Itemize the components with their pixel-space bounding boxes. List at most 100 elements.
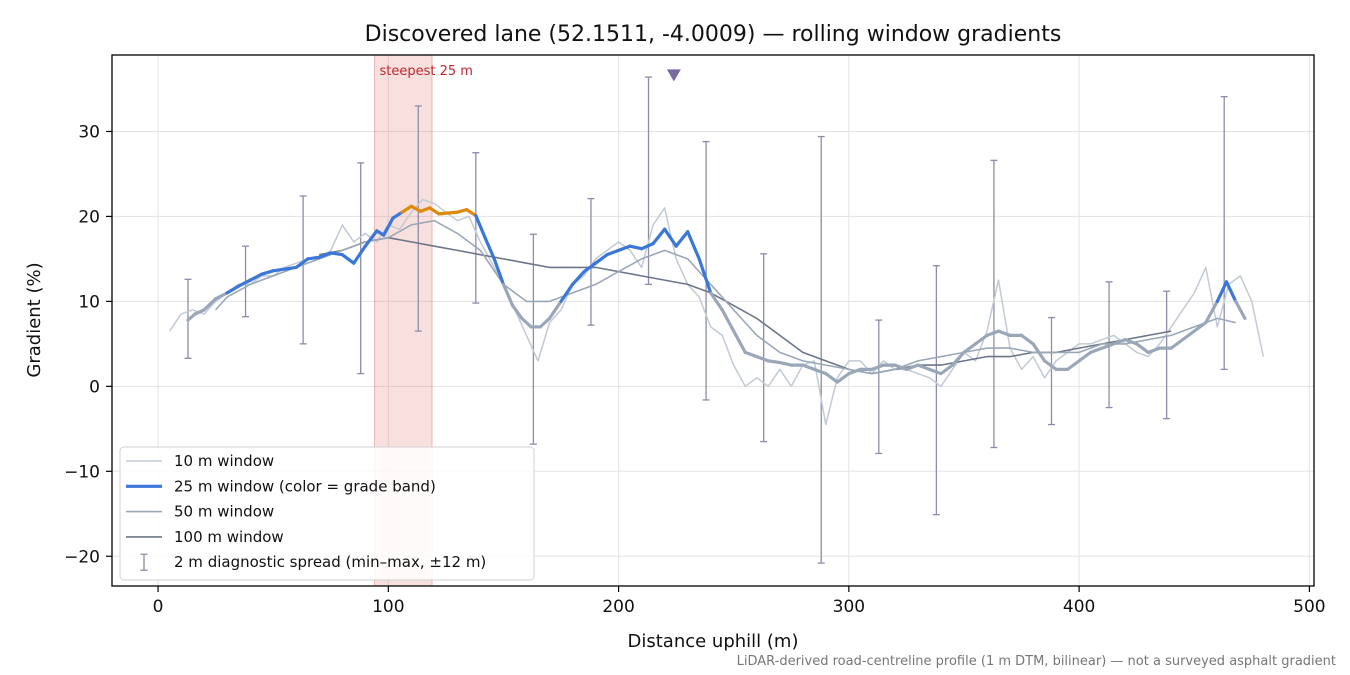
series-segment-w25 bbox=[382, 216, 395, 237]
series-segment-w25 bbox=[766, 359, 782, 365]
series-segment-w25 bbox=[352, 244, 367, 265]
series-segment-w25 bbox=[1112, 338, 1127, 346]
series-segment-w25 bbox=[329, 251, 344, 257]
series-segment-w25 bbox=[1077, 350, 1093, 363]
series-segment-w25 bbox=[801, 363, 816, 371]
series-segment-w25 bbox=[605, 248, 621, 257]
x-tick-label: 100 bbox=[372, 597, 404, 617]
series-segment-w25 bbox=[812, 367, 828, 376]
series-segment-w25 bbox=[409, 204, 423, 213]
series-segment-w25 bbox=[1192, 321, 1208, 333]
series-segment-w25 bbox=[391, 210, 404, 220]
y-tick-label: −10 bbox=[64, 462, 100, 482]
footnote: LiDAR-derived road-centreline profile (1… bbox=[737, 654, 1336, 669]
series-segment-w25 bbox=[1224, 280, 1238, 303]
series-segment-w25 bbox=[559, 282, 575, 303]
series-segment-w25 bbox=[202, 297, 218, 312]
axis-ticks: 0 100 200 300 400 500 −20 −10 0 10 20 30 bbox=[64, 122, 1326, 617]
series-segment-w25 bbox=[996, 329, 1012, 337]
series-segment-w25 bbox=[1146, 346, 1162, 354]
x-tick-label: 500 bbox=[1293, 597, 1325, 617]
series-segment-w25 bbox=[363, 229, 379, 248]
series-segment-w25 bbox=[428, 206, 441, 216]
series-segment-w25 bbox=[582, 261, 598, 274]
series-segment-w25 bbox=[538, 316, 552, 329]
series-segment-w25 bbox=[570, 270, 586, 286]
series-segment-w25 bbox=[474, 213, 487, 240]
legend-label: 2 m diagnostic spread (min–max, ±12 m) bbox=[174, 553, 486, 571]
series-segment-w25 bbox=[778, 360, 793, 367]
series-line-w10 bbox=[168, 198, 1265, 426]
series-segment-w25 bbox=[663, 227, 678, 248]
legend-label: 25 m window (color = grade band) bbox=[174, 477, 436, 495]
series-segment-w25 bbox=[709, 291, 724, 312]
series-segment-w25 bbox=[640, 242, 655, 251]
series-segment-w25 bbox=[193, 308, 206, 316]
series-segment-w25 bbox=[962, 342, 978, 354]
series-segment-w25 bbox=[1135, 342, 1150, 354]
legend-box bbox=[119, 446, 535, 581]
y-tick-label: 0 bbox=[89, 377, 100, 397]
y-tick-label: 10 bbox=[78, 292, 100, 312]
series-segment-w25 bbox=[1019, 333, 1035, 346]
series-segment-w25 bbox=[1066, 359, 1081, 371]
series-segment-w25 bbox=[720, 308, 736, 333]
series-segment-w25 bbox=[237, 278, 252, 288]
series-segment-w25 bbox=[939, 363, 955, 376]
series-segment-w25 bbox=[1089, 346, 1104, 354]
series-segment-w25 bbox=[1100, 342, 1116, 350]
series-segment-w25 bbox=[824, 372, 839, 384]
series-segment-w25 bbox=[306, 255, 321, 261]
legend: 10 m window 25 m window (color = grade ba… bbox=[119, 446, 535, 581]
legend-label: 10 m window bbox=[174, 452, 274, 470]
y-tick-label: 30 bbox=[78, 122, 100, 142]
series-segment-w25 bbox=[400, 204, 413, 214]
series-segment-w25 bbox=[340, 253, 356, 265]
x-tick-label: 400 bbox=[1063, 597, 1095, 617]
series-segment-w25 bbox=[985, 329, 1001, 337]
legend-label: 100 m window bbox=[174, 528, 284, 546]
series-segment-w25 bbox=[1042, 359, 1058, 371]
series-lines bbox=[168, 198, 1265, 426]
peak-marker-triangle bbox=[666, 69, 681, 82]
series-segment-w25 bbox=[686, 230, 701, 261]
chart-title: Discovered lane (52.1511, -4.0009) — rol… bbox=[365, 22, 1062, 47]
series-segment-w25 bbox=[418, 206, 432, 213]
series-segment-w25 bbox=[893, 363, 909, 371]
plot-frame bbox=[111, 54, 1315, 587]
series-segment-w25 bbox=[294, 257, 310, 269]
series-segment-w25 bbox=[271, 267, 287, 273]
series-segment-w25 bbox=[973, 333, 989, 346]
series-segment-w25 bbox=[593, 253, 609, 265]
series-line-w100 bbox=[319, 236, 1172, 375]
series-segment-w25 bbox=[1215, 280, 1229, 303]
y-tick-label: 20 bbox=[78, 207, 100, 227]
series-segment-w25 bbox=[927, 367, 943, 376]
x-tick-label: 200 bbox=[602, 597, 634, 617]
x-axis-label: Distance uphill (m) bbox=[628, 631, 799, 652]
series-segment-w25 bbox=[483, 236, 496, 261]
series-segment-w25 bbox=[870, 363, 885, 371]
x-tick-label: 300 bbox=[833, 597, 865, 617]
steepest-label: steepest 25 m bbox=[380, 64, 473, 79]
series-segment-w25 bbox=[743, 350, 759, 359]
series-segment-w25 bbox=[1234, 299, 1247, 320]
series-segment-w25 bbox=[511, 304, 524, 320]
series-segment-w25 bbox=[950, 350, 966, 367]
series-segment-w25 bbox=[283, 265, 298, 271]
series-segment-w25 bbox=[616, 244, 632, 253]
series-segment-w25 bbox=[465, 208, 478, 218]
series-segment-w25 bbox=[248, 272, 264, 282]
series-segment-w25 bbox=[520, 316, 533, 329]
series-segment-w25 bbox=[1031, 342, 1047, 363]
series-segment-w25 bbox=[501, 282, 515, 308]
legend-label: 50 m window bbox=[174, 503, 274, 521]
series-segment-w25 bbox=[214, 291, 229, 301]
series-segment-w25 bbox=[835, 372, 851, 384]
diagnostic-spread-bars bbox=[184, 76, 1228, 564]
series-segment-w25 bbox=[847, 367, 862, 376]
x-tick-label: 0 bbox=[153, 597, 164, 617]
series-segment-w25 bbox=[1169, 338, 1185, 350]
series-segment-w25 bbox=[1123, 338, 1139, 346]
